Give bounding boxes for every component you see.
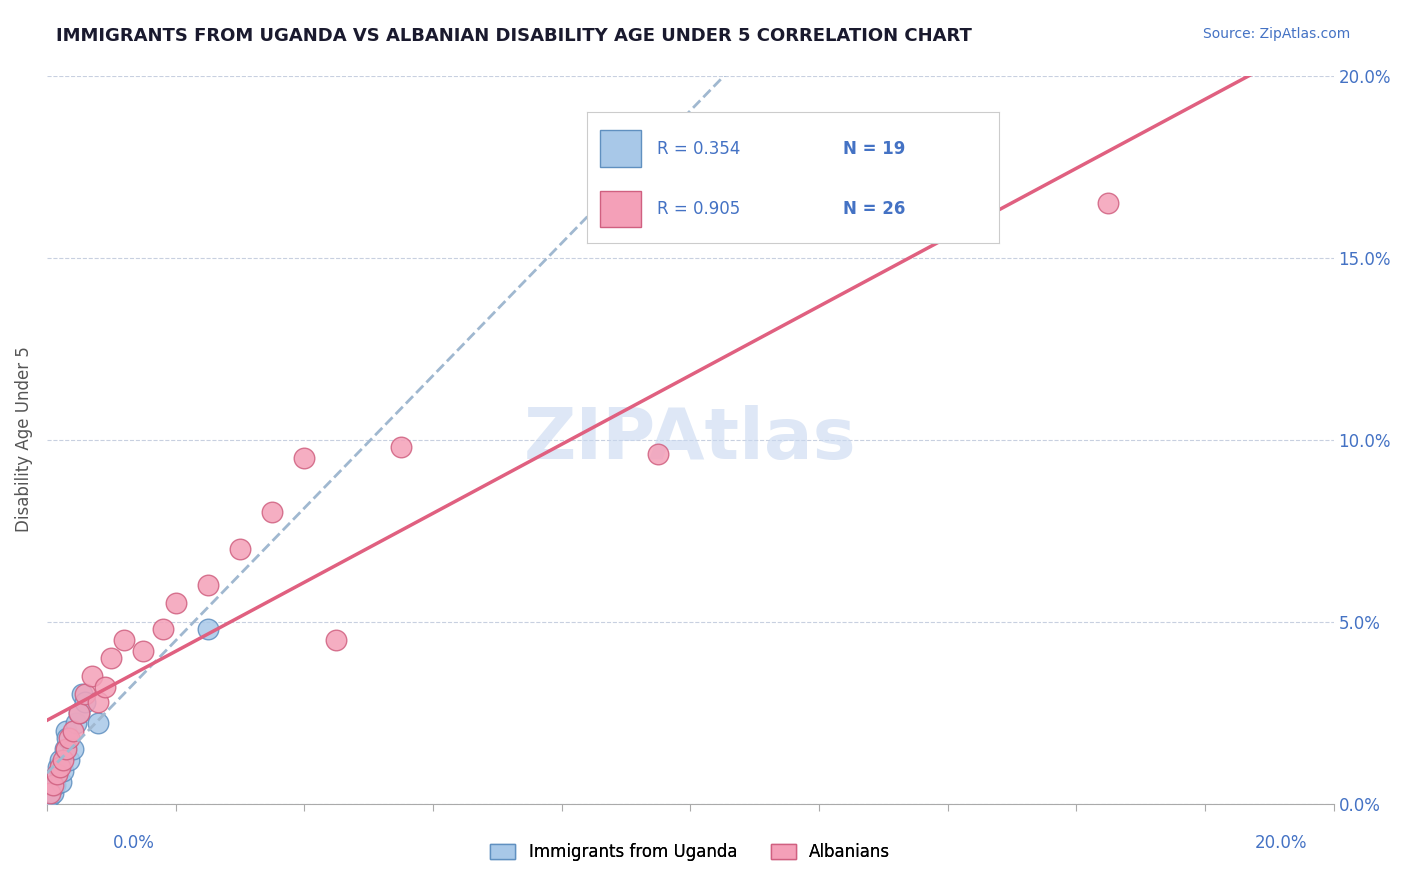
Point [80,669,103,683]
Point [75,695,97,709]
Point [52,753,75,767]
Point [62,742,84,756]
Text: 0.0%: 0.0% [112,834,155,852]
Point [67,706,90,720]
Point [45,767,67,781]
Point [49,753,72,767]
Point [49,760,72,774]
Point [152,622,174,636]
Point [112,632,135,647]
Point [52,764,75,778]
Point [262,505,284,519]
Point [325,632,347,647]
Point [87,695,110,709]
Text: 20.0%: 20.0% [1256,834,1308,852]
Text: Source: ZipAtlas.com: Source: ZipAtlas.com [1202,27,1350,41]
Point [100,651,122,665]
Point [49,774,72,789]
Point [48,760,70,774]
Point [87,716,110,731]
Point [65,716,87,731]
Point [389,440,412,454]
Point [1097,195,1119,210]
Point [62,723,84,738]
Point [39,789,62,804]
Legend: Immigrants from Uganda, Albanians: Immigrants from Uganda, Albanians [484,837,897,868]
Point [55,723,77,738]
Point [53,742,76,756]
Point [58,731,80,745]
Point [42,786,65,800]
Point [44,778,66,792]
Y-axis label: Disability Age Under 5: Disability Age Under 5 [15,347,32,533]
Point [72,687,94,701]
Point [229,541,252,556]
Point [56,731,79,745]
Point [75,687,97,701]
Text: ZIPAtlas: ZIPAtlas [524,405,856,474]
Point [292,450,315,465]
Point [197,578,219,592]
Point [165,596,187,610]
Text: IMMIGRANTS FROM UGANDA VS ALBANIAN DISABILITY AGE UNDER 5 CORRELATION CHART: IMMIGRANTS FROM UGANDA VS ALBANIAN DISAB… [56,27,972,45]
Point [67,706,90,720]
Point [132,643,155,657]
Point [647,447,669,461]
Point [94,680,117,694]
Point [39,786,62,800]
Point [197,622,219,636]
Point [55,742,77,756]
Point [42,778,65,792]
Point [45,767,67,781]
Point [58,753,80,767]
